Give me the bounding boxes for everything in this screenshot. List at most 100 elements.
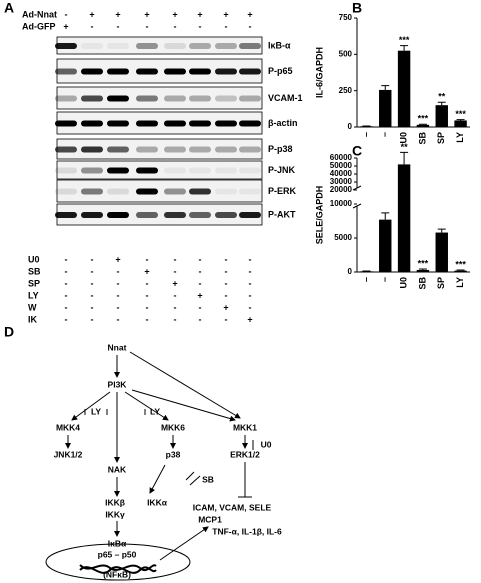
y-tick-label: 50000 — [330, 161, 353, 170]
band — [55, 68, 77, 75]
node-label: Nnat — [108, 342, 127, 352]
band — [215, 167, 237, 174]
y-tick-label: 30000 — [330, 177, 353, 186]
y-tick-label: 0 — [348, 267, 353, 276]
sign: - — [225, 254, 228, 264]
band-label: β-actin — [268, 118, 298, 128]
y-tick-label: 5000 — [334, 233, 352, 242]
sign: - — [146, 290, 149, 300]
band — [136, 95, 158, 102]
bar — [416, 269, 430, 272]
band — [55, 95, 77, 102]
band — [215, 146, 237, 153]
node-label: TNF-α, IL-1β, IL-6 — [212, 526, 282, 536]
x-tick-label: LY — [455, 132, 465, 143]
node-label: IKKα — [147, 497, 168, 507]
band — [81, 188, 103, 195]
sign: - — [199, 278, 202, 288]
annotation: *** — [455, 109, 466, 119]
band — [189, 68, 211, 75]
band — [55, 43, 77, 49]
bar — [435, 232, 448, 272]
x-tick-label: SP — [436, 132, 446, 144]
sign: - — [146, 21, 149, 31]
band — [81, 43, 103, 49]
sign: + — [247, 314, 252, 324]
band — [215, 68, 237, 75]
row-label: SP — [28, 278, 40, 288]
node-label: MKK1 — [233, 422, 257, 432]
bar — [435, 105, 448, 127]
band — [136, 146, 158, 153]
sign: + — [144, 9, 149, 19]
row-label: IK — [28, 314, 38, 324]
annotation: *** — [418, 114, 429, 124]
sign: + — [172, 9, 177, 19]
sign: - — [117, 266, 120, 276]
band — [81, 146, 103, 153]
error-bar — [456, 269, 465, 271]
sign: - — [249, 278, 252, 288]
x-tick-label: – — [361, 277, 371, 282]
x-tick-label: U0 — [398, 132, 408, 144]
sign: - — [91, 254, 94, 264]
bar — [416, 124, 430, 127]
sign: - — [91, 314, 94, 324]
bar — [397, 50, 411, 128]
blot-panel — [56, 160, 263, 180]
sign: - — [91, 290, 94, 300]
error-bar — [400, 151, 409, 165]
band — [239, 146, 261, 153]
sign: - — [199, 254, 202, 264]
band-label: IκB-α — [268, 40, 291, 50]
band — [215, 43, 237, 49]
sign: - — [174, 254, 177, 264]
band — [189, 146, 211, 153]
row-label: U0 — [28, 254, 40, 264]
y-tick-label: 750 — [339, 13, 353, 22]
band-label: P-AKT — [268, 209, 296, 219]
band — [215, 188, 237, 195]
band — [81, 95, 103, 102]
axis-break — [352, 185, 362, 191]
node-label: MKK6 — [161, 422, 185, 432]
sign: - — [249, 254, 252, 264]
sign: + — [197, 9, 202, 19]
y-tick-label: 20000 — [330, 185, 353, 194]
band — [136, 188, 158, 195]
y-tick-label: 40000 — [330, 169, 353, 178]
sign: - — [117, 290, 120, 300]
band — [164, 95, 186, 102]
band — [189, 188, 211, 195]
band — [136, 167, 158, 174]
band — [215, 120, 237, 127]
panel-label: A — [4, 0, 14, 16]
sign: - — [117, 21, 120, 31]
node-label: p65 – p50 — [98, 549, 137, 559]
sign: - — [146, 254, 149, 264]
annotation: *** — [418, 258, 429, 268]
band — [55, 188, 77, 195]
band — [189, 43, 211, 49]
band — [189, 167, 211, 174]
band — [107, 188, 129, 195]
band — [164, 188, 186, 195]
row-label: Ad-Nnat — [22, 9, 57, 19]
bar — [379, 219, 392, 272]
node-label: U0 — [261, 439, 272, 449]
error-bar — [400, 45, 409, 51]
node-label: PI3K — [108, 379, 128, 389]
node-label: (NFκB) — [103, 569, 131, 579]
band — [239, 212, 261, 218]
x-tick-label: SP — [436, 277, 446, 289]
error-bar — [418, 123, 427, 125]
sign: + — [89, 9, 94, 19]
sign: - — [146, 314, 149, 324]
band — [136, 212, 158, 218]
row-label: LY — [28, 290, 39, 300]
blot-panel — [56, 179, 263, 203]
sign: - — [174, 266, 177, 276]
panel-label: C — [352, 143, 362, 159]
node-label: LY — [150, 406, 160, 416]
